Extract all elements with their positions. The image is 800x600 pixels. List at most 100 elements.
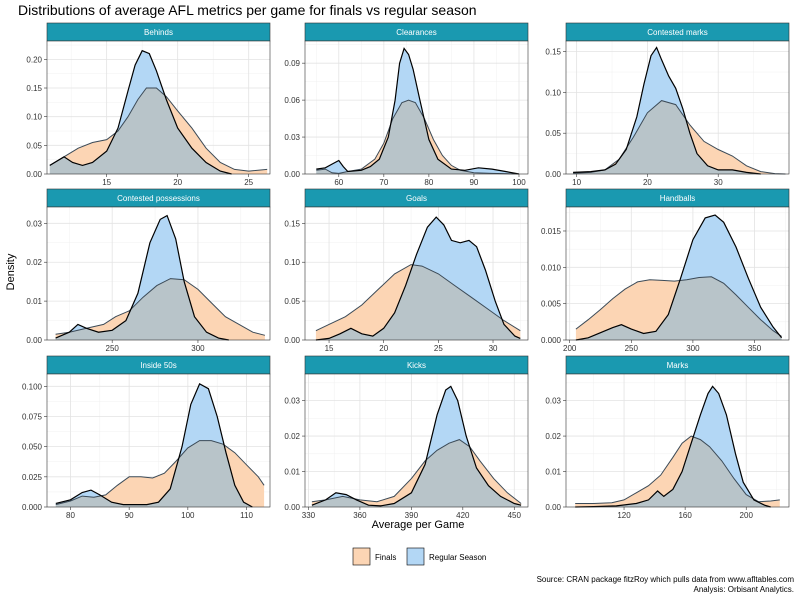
x-tick-label: 110 — [240, 511, 253, 520]
y-tick-label: 0.03 — [26, 219, 42, 228]
facet-marks: Marks 120 160 200 0.00 0.01 0.02 0.03 — [545, 355, 790, 520]
y-tick-label: 0.03 — [545, 397, 561, 406]
y-tick-label: 0.00 — [284, 336, 300, 345]
y-tick-label: 0.01 — [545, 468, 561, 477]
x-tick-label: 80 — [66, 511, 75, 520]
regular-season-density-line — [316, 47, 520, 175]
y-tick-label: 0.075 — [22, 412, 43, 421]
y-tick-label: 0.10 — [26, 113, 42, 122]
x-tick-label: 25 — [244, 178, 253, 187]
y-tick-label: 0.050 — [22, 443, 43, 452]
regular-season-density-line — [575, 214, 783, 341]
y-tick-label: 0.15 — [545, 48, 561, 57]
y-tick-label: 0.05 — [26, 141, 42, 150]
facet-contested-marks: Contested marks 10 20 30 0.00 0.05 0.10 0.15 — [545, 22, 790, 187]
density-overlap-area — [573, 100, 761, 174]
density-overlap-area — [55, 440, 253, 507]
y-tick-label: 0.09 — [284, 59, 300, 68]
x-tick-label: 300 — [191, 344, 205, 353]
x-tick-label: 330 — [302, 511, 316, 520]
y-tick-label: 0.03 — [284, 397, 300, 406]
regular-season-density-line — [315, 216, 521, 341]
finals-density-line — [49, 87, 268, 172]
facet-strip-label: Handballs — [660, 194, 696, 203]
y-tick-label: 0.00 — [284, 170, 300, 179]
x-tick-label: 360 — [353, 511, 367, 520]
density-overlap-area — [316, 100, 519, 174]
chart-title: Distributions of average AFL metrics per… — [18, 2, 477, 18]
x-tick-label: 30 — [489, 344, 498, 353]
legend-key-regular-season — [406, 547, 425, 566]
panel-border — [46, 206, 271, 341]
y-tick-label: 0.01 — [284, 468, 300, 477]
facet-strip-label: Marks — [667, 361, 689, 370]
y-tick-label: 0.00 — [545, 170, 561, 179]
x-tick-label: 90 — [469, 178, 478, 187]
x-tick-label: 90 — [125, 511, 134, 520]
x-axis-title: Average per Game — [372, 519, 465, 531]
facet-contested-possessions: Contested possessions 250 300 0.00 0.01 0.02 0… — [26, 188, 271, 353]
y-tick-label: 0.00 — [26, 170, 42, 179]
y-tick-label: 0.015 — [541, 227, 562, 236]
panel-border — [304, 373, 529, 508]
y-tick-label: 0.05 — [545, 129, 561, 138]
finals-density-line — [575, 276, 782, 337]
y-tick-label: 0.00 — [545, 503, 561, 512]
x-tick-label: 160 — [678, 511, 692, 520]
x-tick-label: 80 — [424, 178, 433, 187]
regular-season-density-line — [575, 385, 771, 508]
facet-strip-label: Kicks — [407, 361, 426, 370]
x-tick-label: 30 — [714, 178, 723, 187]
x-tick-label: 25 — [434, 344, 443, 353]
y-tick-label: 0.10 — [545, 88, 561, 97]
y-tick-label: 0.06 — [284, 96, 300, 105]
x-tick-label: 250 — [106, 344, 120, 353]
y-tick-label: 0.15 — [26, 84, 42, 93]
x-tick-label: 15 — [325, 344, 334, 353]
x-tick-label: 350 — [748, 344, 762, 353]
regular-season-density-line — [55, 214, 229, 341]
y-tick-label: 0.000 — [541, 336, 562, 345]
finals-density-line — [311, 439, 522, 504]
panel-border — [565, 206, 790, 341]
y-tick-label: 0.10 — [284, 258, 300, 267]
x-tick-label: 100 — [512, 178, 526, 187]
finals-density-line — [55, 278, 266, 336]
panel-border — [565, 373, 790, 508]
x-tick-label: 300 — [686, 344, 700, 353]
x-tick-label: 200 — [563, 344, 577, 353]
x-tick-label: 450 — [508, 511, 522, 520]
facet-strip-label: Goals — [406, 194, 427, 203]
regular-season-density-line — [573, 46, 761, 175]
facet-handballs: Handballs 200 250 300 350 0.000 0.005 0.010 0.01… — [541, 188, 790, 353]
facet-strip-label: Contested possessions — [117, 194, 200, 203]
panel-border — [304, 40, 529, 175]
facet-behinds: Behinds 15 20 25 0.00 0.05 0.10 0.15 0.20 — [26, 22, 271, 187]
facet-inside-50s: Inside 50s 80 90 100 110 0.000 0.025 0.050 0.075… — [22, 355, 271, 520]
x-tick-label: 20 — [173, 178, 182, 187]
x-tick-label: 390 — [405, 511, 419, 520]
facet-goals: Goals 15 20 25 30 0.00 0.05 0.10 0.15 — [284, 188, 529, 353]
x-tick-label: 70 — [379, 178, 388, 187]
y-tick-label: 0.025 — [22, 473, 43, 482]
y-tick-label: 0.00 — [284, 503, 300, 512]
facet-grid: Behinds 15 20 25 0.00 0.05 0.10 0.15 0.20 Clearan… — [22, 22, 790, 520]
panel-border — [304, 206, 529, 341]
legend-key-finals — [352, 547, 371, 566]
legend: Finals Regular Season — [352, 547, 486, 566]
finals-density-line — [575, 435, 780, 504]
y-tick-label: 0.100 — [22, 382, 43, 391]
facet-strip-label: Clearances — [396, 28, 436, 37]
y-tick-label: 0.00 — [26, 336, 42, 345]
y-tick-label: 0.000 — [22, 503, 43, 512]
y-tick-label: 0.01 — [26, 297, 42, 306]
y-tick-label: 0.02 — [284, 432, 300, 441]
x-tick-label: 15 — [102, 178, 111, 187]
x-tick-label: 20 — [643, 178, 652, 187]
facet-kicks: Kicks 330 360 390 420 450 0.00 0.01 0.02 0.03 — [284, 355, 529, 520]
y-axis-title: Density — [5, 253, 17, 290]
caption-analysis: Analysis: Orbisant Analytics. — [694, 585, 794, 594]
y-tick-label: 0.20 — [26, 55, 42, 64]
y-tick-label: 0.15 — [284, 219, 300, 228]
